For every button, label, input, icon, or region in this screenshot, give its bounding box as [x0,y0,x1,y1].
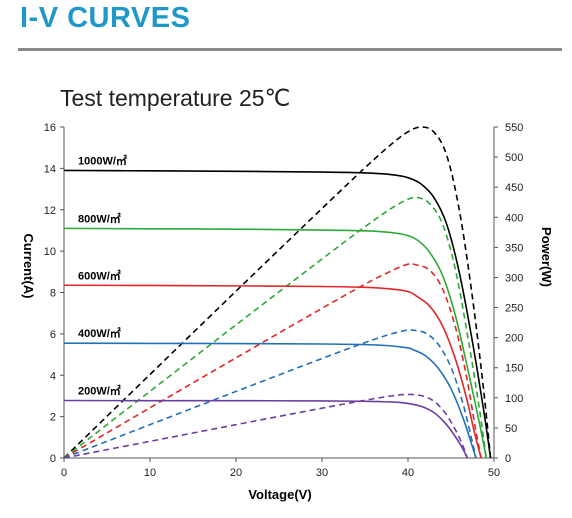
y2-tick-label: 50 [505,423,517,435]
y2-tick-label: 300 [505,272,523,284]
plot-area: 0 10 20 30 40 5002468101214160501001502002503… [44,122,524,479]
y-tick-label: 0 [50,453,56,465]
y2-tick-label: 0 [505,453,511,465]
series-label-1000: 1000W/㎡ [78,153,127,167]
y-tick-label: 4 [50,370,56,382]
series-label-800: 800W/㎡ [78,211,121,225]
series-label-200: 200W/㎡ [78,383,121,397]
heading-divider [18,48,562,51]
iv-curve-200 [63,399,469,459]
series-label-600: 600W/㎡ [78,268,121,282]
page-heading: I-V CURVES [20,2,191,34]
x-tick-label: 20 [230,467,242,479]
y2-tick-label: 350 [505,242,523,254]
pv-curve-1000 [63,126,492,459]
iv-curve-400 [63,342,477,459]
y-tick-label: 10 [44,246,56,258]
y2-tick-label: 250 [505,303,523,315]
pv-curve-200 [63,393,469,459]
pv-curve-400 [63,328,477,459]
y2-tick-label: 450 [505,182,523,194]
y-tick-label: 12 [44,205,56,217]
y2-tick-label: 100 [505,393,523,405]
pv-curve-600 [63,262,482,459]
x-tick-label: 10 [144,467,156,479]
iv-curve-600 [63,284,482,459]
y-tick-label: 8 [50,288,56,300]
x-axis-title: Voltage(V) [248,487,311,502]
y2-tick-label: 500 [505,152,523,164]
x-tick-label: 40 [402,467,414,479]
y2-tick-label: 200 [505,333,523,345]
x-tick-label: 0 [61,467,67,479]
y-tick-label: 16 [44,122,56,134]
x-tick-label: 30 [316,467,328,479]
y-tick-label: 2 [50,412,56,424]
y2-tick-label: 150 [505,363,523,375]
y-tick-label: 6 [50,329,56,341]
y-axis-title: Current(A) [21,234,36,299]
y2-tick-label: 550 [505,122,523,134]
y2-axis-title: Power(W) [539,227,554,287]
iv-curve-800 [63,227,488,459]
x-tick-label: 50 [488,467,500,479]
iv-curve-1000 [63,169,492,459]
series-label-400: 400W/㎡ [78,326,121,340]
chart-title: Test temperature 25℃ [60,85,290,111]
y-tick-label: 14 [44,163,56,175]
y2-tick-label: 400 [505,212,523,224]
pv-curve-800 [63,196,488,459]
